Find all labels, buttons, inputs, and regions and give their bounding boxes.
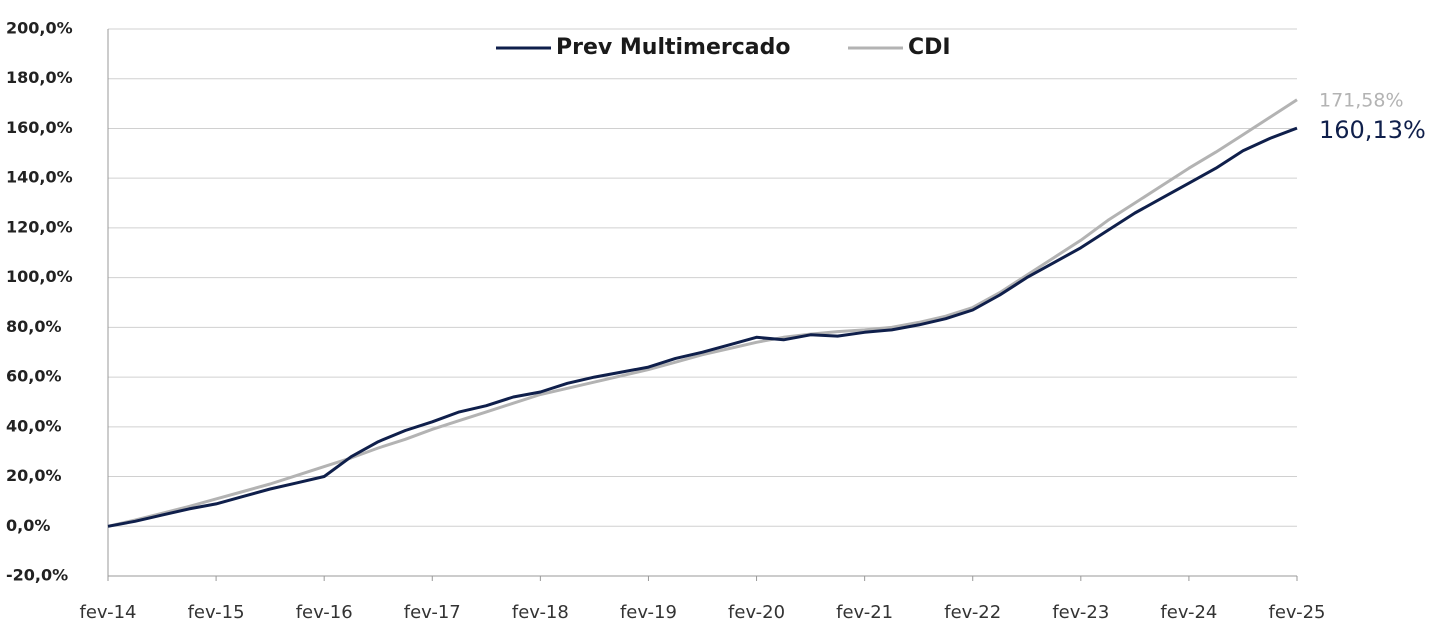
line-series [107,126,1298,528]
x-tick-label: fev-18 [512,602,569,623]
x-tick-label: fev-19 [620,602,677,623]
x-tick-label: fev-22 [944,602,1001,623]
x-tick-label: fev-21 [836,602,893,623]
x-tick-label: fev-14 [80,602,137,623]
x-tick-label: fev-15 [188,602,245,623]
y-tick-label: 120,0% [6,217,73,236]
y-tick-label: 0,0% [6,516,50,535]
y-tick-label: 60,0% [6,367,62,386]
line-series [107,98,1298,528]
end-label: 171,58% [1319,90,1404,112]
legend-label: CDI [908,35,951,60]
x-tick-label: fev-17 [404,602,461,623]
y-tick-label: 20,0% [6,466,62,485]
legend-label: Prev Multimercado [556,35,791,60]
x-tick-label: fev-23 [1052,602,1109,623]
x-tick-label: fev-16 [296,602,353,623]
y-tick-label: 180,0% [6,68,73,87]
x-tick-label: fev-24 [1160,602,1217,623]
end-label: 160,13% [1319,116,1426,144]
y-tick-label: 200,0% [6,19,73,38]
x-tick-label: fev-25 [1269,602,1326,623]
y-tick-label: 140,0% [6,168,73,187]
y-tick-label: -20,0% [6,566,68,585]
y-tick-label: 100,0% [6,267,73,286]
y-tick-label: 40,0% [6,416,62,435]
x-tick-label: fev-20 [728,602,785,623]
y-tick-label: 160,0% [6,118,73,137]
y-tick-label: 80,0% [6,317,62,336]
